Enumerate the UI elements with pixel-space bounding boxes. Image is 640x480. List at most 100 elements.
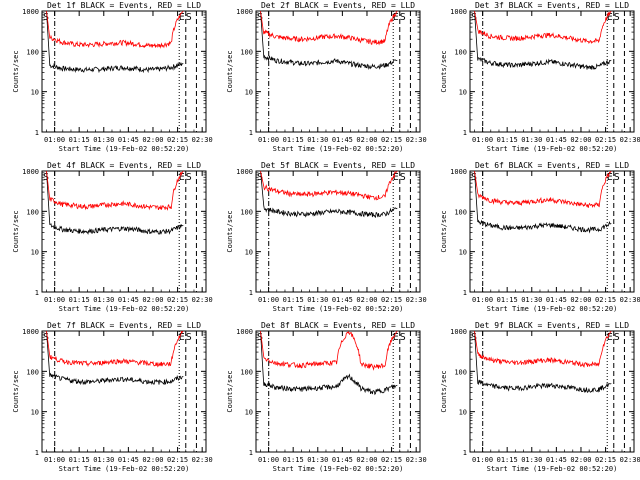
y-axis-label: Counts/sec <box>12 50 20 92</box>
y-tick-label: 1 <box>35 449 39 457</box>
marker-letter-start: S <box>43 12 49 23</box>
plot-frame <box>41 170 207 293</box>
x-tick-label: 01:45 <box>546 136 567 144</box>
y-tick-label: 10 <box>459 249 467 257</box>
y-axis-label: Counts/sec <box>440 370 448 412</box>
y-tick-label: 10 <box>245 89 253 97</box>
panel-5: Det 5f BLACK = Events, RED = LLD 1 10 100 10… <box>226 161 427 313</box>
panel-title: Det 1f BLACK = Events, RED = LLD <box>47 1 201 10</box>
x-tick-label: 02:30 <box>406 136 427 144</box>
x-tick-label: 02:15 <box>381 136 402 144</box>
marker-letter-end: E <box>179 332 185 343</box>
lld-series-line <box>46 171 184 211</box>
y-tick-label: 1000 <box>22 328 39 336</box>
panel-1: Det 1f BLACK = Events, RED = LLD 1 10 100 10… <box>12 1 213 153</box>
marker-letter-start-2: S <box>400 12 406 23</box>
lld-series-line <box>260 171 398 201</box>
x-axis-label: Start Time (19-Feb-02 00:52:20) <box>273 145 404 153</box>
marker-letter-end: E <box>179 172 185 183</box>
x-tick-label: 02:15 <box>167 136 188 144</box>
x-axis-label: Start Time (19-Feb-02 00:52:20) <box>273 465 404 473</box>
events-series-line <box>46 331 184 386</box>
plot-frame <box>469 170 635 293</box>
panel-title: Det 6f BLACK = Events, RED = LLD <box>475 161 629 170</box>
x-tick-label: 02:30 <box>192 456 213 464</box>
marker-letter-start-2: S <box>614 332 620 343</box>
x-tick-label: 01:30 <box>93 456 114 464</box>
y-tick-label: 1 <box>35 129 39 137</box>
panel-3: Det 3f BLACK = Events, RED = LLD 1 10 100 10… <box>440 1 640 153</box>
panel-title: Det 9f BLACK = Events, RED = LLD <box>475 321 629 330</box>
lld-series-line <box>474 331 612 368</box>
y-tick-label: 10 <box>245 409 253 417</box>
x-tick-label: 01:30 <box>521 456 542 464</box>
plot-frame <box>255 10 421 133</box>
marker-letter-start: S <box>43 172 49 183</box>
x-tick-label: 01:30 <box>93 136 114 144</box>
marker-letter-start-2: S <box>614 12 620 23</box>
panel-title: Det 7f BLACK = Events, RED = LLD <box>47 321 201 330</box>
events-series-line <box>260 331 398 396</box>
marker-letter-start-2: S <box>614 172 620 183</box>
x-axis-label: Start Time (19-Feb-02 00:52:20) <box>59 145 190 153</box>
x-tick-label: 01:00 <box>472 296 493 304</box>
marker-letter-start: S <box>471 12 477 23</box>
x-tick-label: 01:00 <box>258 456 279 464</box>
x-axis-label: Start Time (19-Feb-02 00:52:20) <box>273 305 404 313</box>
events-series-line <box>474 331 612 394</box>
y-tick-label: 1 <box>249 129 253 137</box>
x-tick-label: 01:15 <box>69 456 90 464</box>
panel-4: Det 4f BLACK = Events, RED = LLD 1 10 100 10… <box>12 161 213 313</box>
y-tick-label: 1 <box>463 289 467 297</box>
x-tick-label: 01:15 <box>69 296 90 304</box>
x-tick-label: 01:00 <box>258 296 279 304</box>
x-tick-label: 02:00 <box>356 136 377 144</box>
marker-letter-end: E <box>393 12 399 23</box>
x-tick-label: 01:15 <box>497 456 518 464</box>
marker-letter-end: E <box>607 332 613 343</box>
events-series-line <box>46 171 184 235</box>
plot-frame <box>469 10 635 133</box>
x-tick-label: 01:00 <box>44 296 65 304</box>
x-tick-label: 01:15 <box>283 296 304 304</box>
marker-letter-start-2: S <box>186 332 192 343</box>
panel-title: Det 8f BLACK = Events, RED = LLD <box>261 321 415 330</box>
x-tick-label: 02:30 <box>620 296 640 304</box>
x-tick-label: 02:30 <box>192 136 213 144</box>
y-tick-label: 100 <box>454 208 467 216</box>
lld-series-line <box>474 11 612 45</box>
marker-letter-start-2: S <box>186 172 192 183</box>
y-axis-label: Counts/sec <box>226 50 234 92</box>
x-tick-label: 02:00 <box>142 456 163 464</box>
x-tick-label: 02:15 <box>167 456 188 464</box>
x-tick-label: 01:15 <box>497 136 518 144</box>
marker-letter-start-2: S <box>186 12 192 23</box>
y-axis-label: Counts/sec <box>12 370 20 412</box>
y-tick-label: 1000 <box>450 328 467 336</box>
panel-7: Det 7f BLACK = Events, RED = LLD 1 10 100 10… <box>12 321 213 473</box>
x-tick-label: 02:15 <box>595 296 616 304</box>
y-tick-label: 1000 <box>450 168 467 176</box>
plot-frame <box>255 170 421 293</box>
x-tick-label: 01:30 <box>521 136 542 144</box>
y-tick-label: 10 <box>459 89 467 97</box>
y-tick-label: 1 <box>249 289 253 297</box>
y-tick-label: 100 <box>454 368 467 376</box>
x-tick-label: 01:30 <box>307 296 328 304</box>
x-tick-label: 01:45 <box>332 136 353 144</box>
events-series-line <box>260 171 398 218</box>
y-tick-label: 1 <box>249 449 253 457</box>
plot-frame <box>41 330 207 453</box>
y-tick-label: 100 <box>26 368 39 376</box>
x-tick-label: 02:00 <box>570 456 591 464</box>
x-tick-label: 01:00 <box>44 456 65 464</box>
events-series-line <box>46 11 184 74</box>
x-tick-label: 02:30 <box>406 296 427 304</box>
y-tick-label: 10 <box>31 409 39 417</box>
y-tick-label: 1000 <box>450 8 467 16</box>
marker-letter-start: S <box>257 332 263 343</box>
y-tick-label: 10 <box>459 409 467 417</box>
x-tick-label: 01:45 <box>118 296 139 304</box>
x-tick-label: 01:30 <box>521 296 542 304</box>
